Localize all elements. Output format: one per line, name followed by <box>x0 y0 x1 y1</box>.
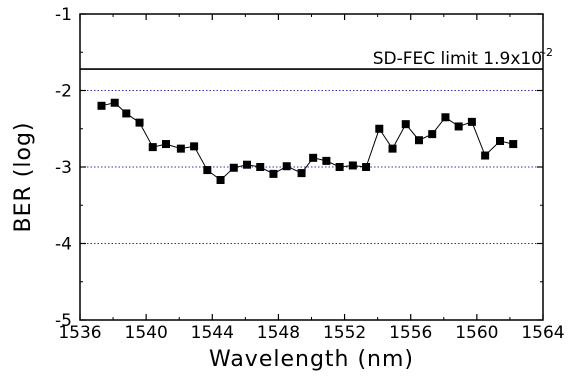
data-point <box>122 109 131 118</box>
data-point <box>269 169 278 178</box>
data-point <box>322 156 331 165</box>
data-point <box>388 144 397 153</box>
data-point <box>243 160 252 169</box>
x-tick-label: 1540 <box>125 323 168 343</box>
axis-ticks: 1536 1540 1544 1548 1552 1556 1560 1564 -5 -4 -3 -2… <box>55 5 565 343</box>
y-tick-label: -1 <box>55 5 72 25</box>
grid-lines <box>80 90 543 244</box>
x-tick-label: 1564 <box>521 323 564 343</box>
x-tick-label: 1552 <box>323 323 366 343</box>
y-axis-title: BER (log) <box>11 122 36 233</box>
x-tick-label: 1536 <box>58 323 101 343</box>
data-point <box>375 124 384 133</box>
threshold-label-main: SD-FEC limit 1.9x10 <box>373 49 542 69</box>
x-tick-label: 1544 <box>191 323 234 343</box>
data-point <box>110 98 119 107</box>
data-point <box>481 151 490 160</box>
y-tick-label: -2 <box>55 82 72 102</box>
data-point <box>509 140 518 149</box>
x-tick-label: 1560 <box>455 323 498 343</box>
data-point <box>148 143 157 152</box>
y-tick-label: -5 <box>55 311 72 331</box>
data-point <box>348 161 357 170</box>
data-point <box>441 113 450 122</box>
data-point <box>190 142 199 151</box>
data-point <box>428 130 437 139</box>
data-series <box>97 98 518 185</box>
data-point <box>229 163 238 172</box>
data-point <box>176 144 185 153</box>
data-point <box>335 163 344 171</box>
data-point <box>454 122 463 131</box>
data-point <box>97 101 106 110</box>
x-axis-title: Wavelength (nm) <box>209 347 414 372</box>
data-point <box>414 136 423 145</box>
data-point <box>216 176 225 185</box>
data-point <box>401 120 410 129</box>
y-tick-label: -4 <box>55 235 72 255</box>
threshold-label-exponent: -2 <box>542 46 553 59</box>
data-point <box>297 169 306 178</box>
data-point <box>362 163 371 171</box>
y-tick-label: -3 <box>55 158 72 178</box>
data-point <box>161 140 170 149</box>
data-point <box>309 153 318 162</box>
x-tick-label: 1556 <box>389 323 432 343</box>
data-point <box>467 117 476 126</box>
x-tick-label: 1548 <box>257 323 300 343</box>
data-point <box>256 163 265 171</box>
data-point <box>203 166 212 175</box>
threshold-label: SD-FEC limit 1.9x10-2 <box>373 46 553 69</box>
data-point <box>135 118 144 127</box>
data-point <box>282 162 291 171</box>
data-point <box>496 136 505 145</box>
